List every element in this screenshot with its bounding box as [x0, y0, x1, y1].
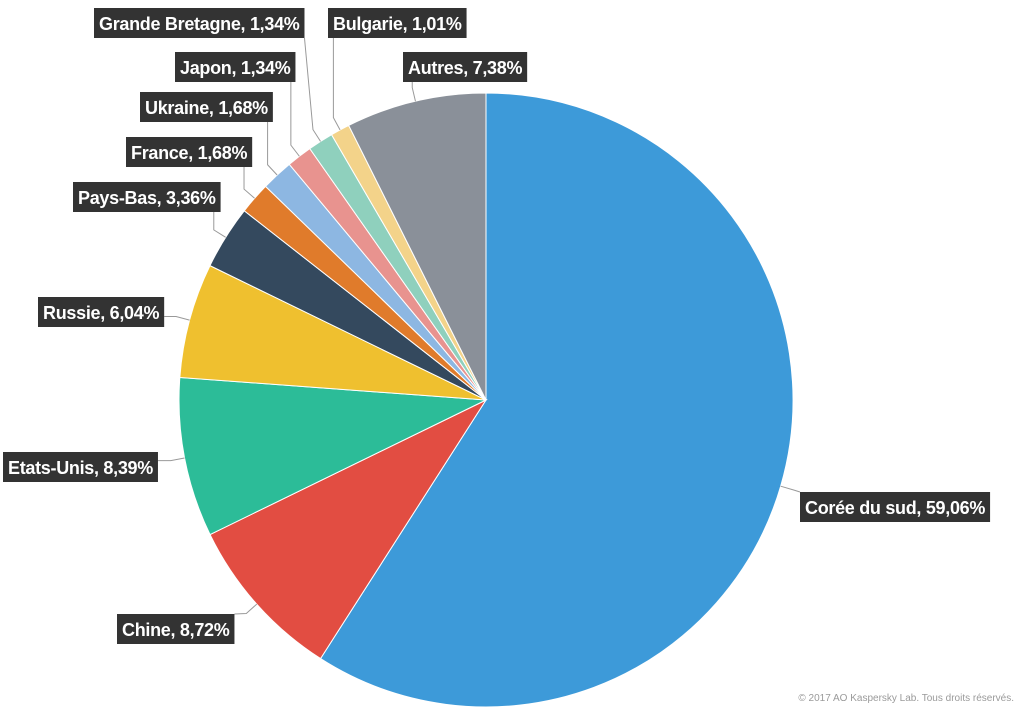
label-leader-lines: [157, 37, 801, 615]
slice-label-france: France, 1,68%: [126, 137, 253, 167]
label-text: Russie, 6,04%: [43, 303, 159, 323]
pie-slice-coree-du-sud: [319, 92, 794, 708]
label-text: Ukraine, 1,68%: [145, 98, 268, 118]
leader-line-autres: [411, 82, 416, 102]
label-text: Bulgarie, 1,01%: [333, 14, 462, 34]
leader-line-ukraine: [267, 122, 278, 176]
label-box: [403, 52, 528, 82]
slice-label-chine: Chine, 8,72%: [117, 614, 235, 644]
label-text: Autres, 7,38%: [408, 58, 522, 78]
leader-line-chine: [234, 603, 258, 615]
label-text: Pays-Bas, 3,36%: [78, 188, 216, 208]
label-box: [328, 8, 467, 38]
label-box: [117, 614, 235, 644]
label-text: France, 1,68%: [131, 143, 247, 163]
slice-label-japon: Japon, 1,34%: [175, 52, 296, 82]
label-box: [73, 182, 221, 212]
label-box: [175, 52, 296, 82]
pie-slices: [178, 92, 794, 708]
slice-label-bulgarie: Bulgarie, 1,01%: [328, 8, 467, 38]
copyright-notice: © 2017 AO Kaspersky Lab. Tous droits rés…: [798, 693, 1014, 704]
leader-line-bulgarie: [332, 38, 341, 131]
slice-label-russie: Russie, 6,04%: [38, 297, 165, 327]
leader-line-coree-du-sud: [780, 485, 801, 493]
label-text: Etats-Unis, 8,39%: [8, 458, 153, 478]
label-box: [800, 492, 991, 522]
slice-label-etats-unis: Etats-Unis, 8,39%: [3, 452, 158, 482]
slice-label-grande-bretagne: Grande Bretagne, 1,34%: [94, 8, 305, 38]
label-text: Japon, 1,34%: [180, 58, 291, 78]
label-box: [140, 92, 273, 122]
slice-label-coree-du-sud: Corée du sud, 59,06%: [800, 492, 991, 522]
label-text: Grande Bretagne, 1,34%: [99, 14, 300, 34]
label-text: Corée du sud, 59,06%: [805, 498, 985, 518]
leader-line-japon: [290, 82, 300, 157]
label-box: [94, 8, 305, 38]
slice-labels: Corée du sud, 59,06% Chine, 8,72% Etats-Un…: [3, 8, 991, 644]
slice-label-ukraine: Ukraine, 1,68%: [140, 92, 273, 122]
label-box: [3, 452, 158, 482]
slice-label-autres: Autres, 7,38%: [403, 52, 528, 82]
leader-line-russie: [164, 315, 190, 321]
leader-line-grande-bretagne: [303, 37, 321, 142]
leader-line-etats-unis: [157, 457, 185, 462]
label-box: [126, 137, 253, 167]
leader-line-pays-bas: [213, 212, 226, 238]
label-box: [38, 297, 165, 327]
label-text: Chine, 8,72%: [122, 620, 230, 640]
leader-line-france: [243, 167, 255, 199]
slice-label-pays-bas: Pays-Bas, 3,36%: [73, 182, 221, 212]
